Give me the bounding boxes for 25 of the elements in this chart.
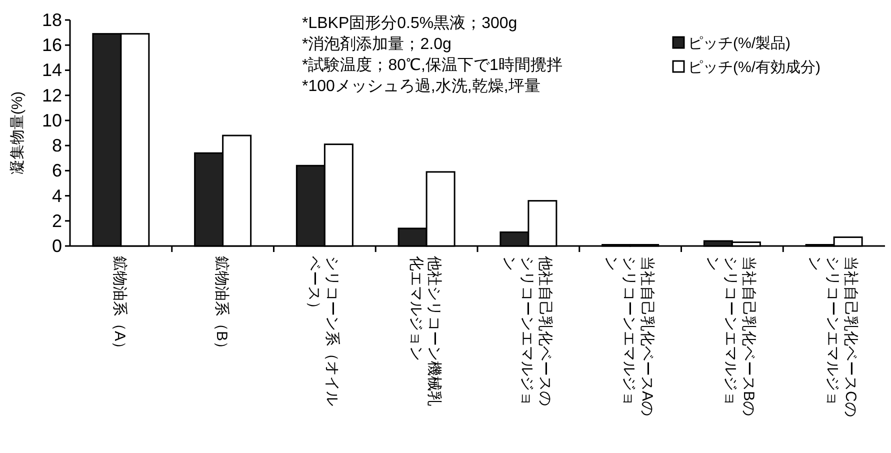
legend-label: ピッチ(%/有効成分) — [688, 59, 820, 76]
annotation: *消泡剤添加量；2.0g — [302, 35, 452, 53]
y-axis-title: 凝集物量(%) — [9, 91, 26, 175]
x-tick-label: 他社自己乳化ベースのシリコーンエマルジョン — [500, 256, 554, 406]
y-tick-label: 12 — [42, 85, 62, 106]
x-tick-label: 当社自己乳化ベースAのシリコーンエマルジョン — [602, 256, 656, 416]
y-tick-label: 14 — [42, 60, 62, 80]
x-tick-label: シリコーン系（オイルベース） — [306, 256, 341, 406]
y-tick-label: 10 — [42, 110, 62, 130]
annotation: *100メッシュろ過,水洗,乾燥,坪量 — [302, 77, 540, 95]
x-tick-label: 鉱物油系（A） — [110, 256, 128, 356]
x-tick-label: 鉱物油系（B） — [212, 256, 230, 356]
y-tick-label: 18 — [42, 10, 62, 30]
annotation: *試験温度；80℃,保温下で1時間攪拌 — [302, 56, 562, 74]
y-tick-label: 4 — [52, 186, 62, 206]
y-tick-label: 16 — [42, 35, 62, 56]
x-tick-label: 当社自己乳化ベースCのシリコーンエマルジョン — [806, 256, 860, 417]
y-tick-label: 2 — [52, 210, 62, 231]
y-tick-label: 8 — [52, 136, 62, 156]
x-tick-label: 当社自己乳化ベースBのシリコーンエマルジョン — [704, 256, 758, 416]
y-tick-label: 0 — [52, 236, 62, 256]
x-tick-label: 他社シリコーン機械乳化エマルジョン — [408, 256, 443, 406]
y-tick-label: 6 — [52, 160, 62, 181]
legend-label: ピッチ(%/製品) — [688, 35, 790, 52]
annotation: *LBKP固形分0.5%黒液；300g — [302, 14, 518, 32]
